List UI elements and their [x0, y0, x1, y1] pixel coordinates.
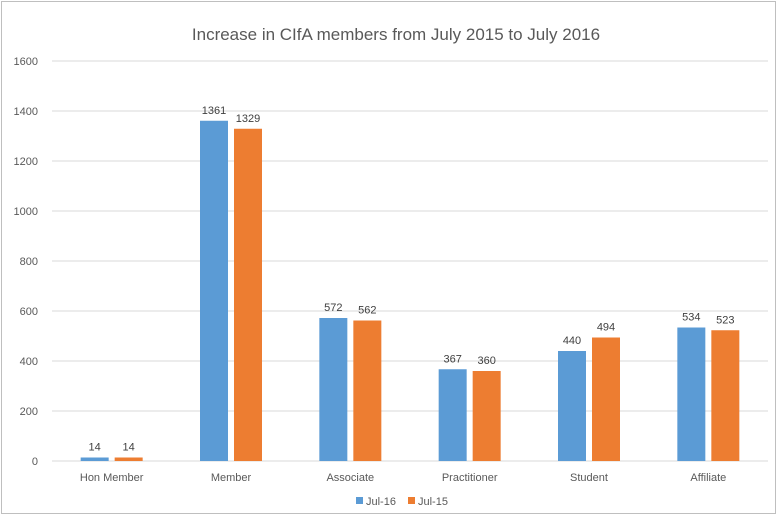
y-tick-label: 1600: [14, 56, 38, 68]
bars: [80, 120, 740, 461]
legend: Jul-16 Jul-15: [356, 496, 448, 508]
chart-title: Increase in CIfA members from July 2015 …: [192, 25, 600, 44]
legend-swatch-jul-15: [408, 497, 415, 504]
data-labels: 14 14 1361 1329 572 562 367 360 440 494 534 523: [89, 105, 735, 454]
x-category-label: Member: [211, 472, 252, 484]
y-tick-label: 1200: [14, 156, 38, 168]
x-category-label: Student: [570, 472, 608, 484]
data-label: 1361: [202, 105, 226, 117]
bar-practitioner-jul-16: [438, 369, 467, 461]
data-label: 572: [324, 302, 342, 314]
y-tick-label: 200: [20, 406, 38, 418]
y-tick-label: 600: [20, 306, 38, 318]
bar-associate-jul-16: [319, 318, 348, 461]
x-category-label: Hon Member: [80, 472, 144, 484]
legend-swatch-jul-16: [356, 497, 363, 504]
y-tick-label: 1400: [14, 106, 38, 118]
bar-affiliate-jul-16: [677, 327, 706, 461]
data-label: 367: [443, 353, 461, 365]
y-tick-label: 800: [20, 256, 38, 268]
y-tick-label: 0: [32, 456, 38, 468]
x-axis-category-labels: Hon Member Member Associate Practitioner Stu…: [80, 472, 726, 484]
gridlines: [52, 60, 768, 462]
legend-label: Jul-15: [418, 496, 448, 508]
data-label: 494: [597, 322, 615, 334]
data-label: 1329: [236, 113, 260, 125]
bar-student-jul-16: [558, 351, 586, 461]
bar-member-jul-15: [234, 128, 262, 461]
bar-associate-jul-15: [353, 320, 382, 461]
data-label: 14: [89, 442, 101, 454]
y-tick-label: 1000: [14, 206, 38, 218]
x-category-label: Practitioner: [442, 472, 498, 484]
bar-hon-member-jul-16: [80, 457, 109, 461]
data-label: 14: [123, 442, 135, 454]
data-label: 562: [358, 305, 376, 317]
bar-student-jul-15: [592, 337, 620, 461]
bar-practitioner-jul-15: [472, 371, 501, 461]
bar-member-jul-16: [200, 120, 228, 461]
x-category-label: Associate: [326, 472, 374, 484]
y-tick-label: 400: [20, 356, 38, 368]
legend-label: Jul-16: [366, 496, 396, 508]
data-label: 523: [716, 314, 734, 326]
bar-affiliate-jul-15: [711, 330, 740, 461]
data-label: 534: [682, 312, 700, 324]
y-axis-tick-labels: 0 200 400 600 800 1000 1200 1400 1600: [14, 56, 38, 468]
x-category-label: Affiliate: [690, 472, 726, 484]
data-label: 360: [477, 355, 495, 367]
data-label: 440: [563, 335, 581, 347]
bar-hon-member-jul-15: [114, 457, 143, 461]
